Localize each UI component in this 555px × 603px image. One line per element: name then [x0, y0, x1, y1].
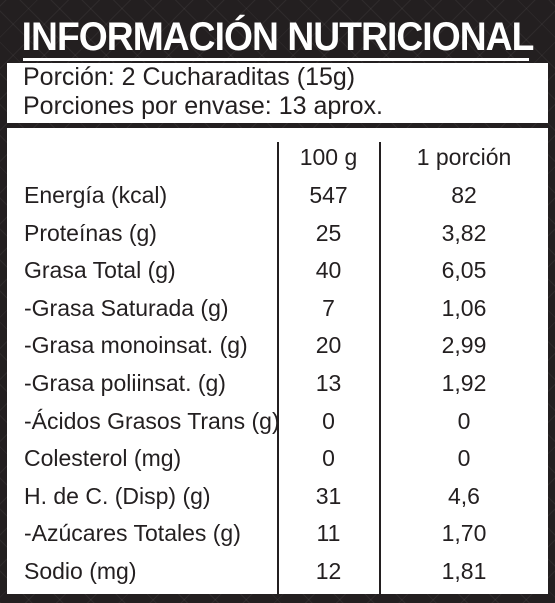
header-per-100g: 100 g	[299, 144, 358, 170]
row-value-portion: 1,92	[441, 370, 487, 396]
row-value-portion: 0	[457, 445, 471, 472]
table-row: Colesterol (mg) 0 0	[7, 440, 548, 478]
row-value-portion: 1,06	[441, 294, 487, 321]
row-value-100g: 0	[322, 445, 335, 472]
row-value-portion: 82	[451, 182, 477, 208]
row-label: Grasa Total (g)	[24, 257, 176, 284]
table-row: Energía (kcal) 547 82	[7, 177, 548, 215]
row-value-100g: 11	[316, 520, 341, 547]
row-value-portion: 6,05	[441, 257, 487, 284]
table-row: -Grasa monoinsat. (g) 20 2,99	[7, 327, 548, 365]
header-per-portion: 1 porción	[416, 144, 512, 170]
table-row: Sodio (mg) 12 1,81	[7, 553, 548, 591]
row-value-100g: 7	[322, 294, 335, 321]
row-value-100g: 12	[315, 558, 342, 584]
row-label: Colesterol (mg)	[24, 445, 182, 472]
row-value-portion: 0	[457, 407, 471, 434]
table-row: -Grasa Saturada (g) 7 1,06	[7, 290, 548, 328]
row-value-100g: 547	[309, 182, 348, 208]
row-label: Energía (kcal)	[24, 182, 168, 208]
row-value-100g: 0	[322, 407, 335, 434]
row-label: -Grasa poliinsat. (g)	[24, 370, 226, 396]
table-row: -Grasa poliinsat. (g) 13 1,92	[7, 365, 548, 403]
column-divider-portion	[379, 142, 381, 594]
row-value-portion: 4,6	[448, 482, 480, 509]
column-divider-100g	[277, 142, 279, 594]
table-row: Grasa Total (g) 40 6,05	[7, 252, 548, 290]
table-row: -Ácidos Grasos Trans (g) 0 0	[7, 403, 548, 441]
row-label: -Azúcares Totales (g)	[24, 520, 241, 547]
row-value-100g: 31	[315, 482, 342, 509]
table-row: Proteínas (g) 25 3,82	[7, 215, 548, 253]
serving-info-panel: Porción: 2 Cucharaditas (15g) Porciones …	[7, 63, 548, 123]
row-label: H. de C. (Disp) (g)	[24, 482, 211, 509]
row-label: -Ácidos Grasos Trans (g)	[24, 407, 280, 434]
table-row: H. de C. (Disp) (g) 31 4,6	[7, 478, 548, 516]
row-label: Sodio (mg)	[24, 558, 137, 584]
title-underline	[23, 58, 529, 61]
row-value-100g: 13	[315, 370, 342, 396]
row-value-100g: 40	[315, 257, 342, 284]
row-value-100g: 20	[315, 332, 342, 359]
row-label: -Grasa monoinsat. (g)	[24, 332, 248, 359]
row-value-portion: 2,99	[441, 332, 487, 359]
table-row: -Azúcares Totales (g) 11 1,70	[7, 515, 548, 553]
row-label: Proteínas (g)	[24, 219, 157, 246]
row-value-portion: 3,82	[441, 219, 487, 246]
table-header-row: 100 g 1 porción	[7, 139, 548, 177]
row-value-portion: 1,70	[441, 520, 487, 547]
row-label: -Grasa Saturada (g)	[24, 294, 229, 321]
nutrition-table: 100 g 1 porción Energía (kcal) 547 82 Prote…	[7, 128, 548, 594]
page-title: INFORMACIÓN NUTRICIONAL	[21, 15, 535, 59]
servings-per-container-text: Porciones por envase: 13 aprox.	[23, 92, 383, 120]
row-value-portion: 1,81	[441, 558, 487, 584]
serving-size-text: Porción: 2 Cucharaditas (15g)	[23, 63, 356, 91]
row-value-100g: 25	[315, 219, 342, 246]
